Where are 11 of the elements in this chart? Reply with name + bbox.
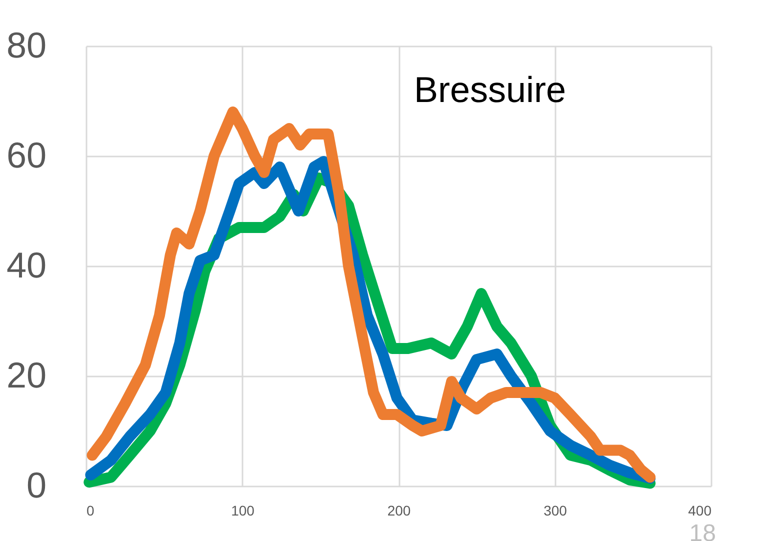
y-tick-label: 60 xyxy=(6,134,46,176)
y-tick-label: 20 xyxy=(6,354,46,396)
x-tick-label: 100 xyxy=(231,502,255,518)
x-tick-label: 300 xyxy=(544,502,568,518)
y-tick-label: 80 xyxy=(6,24,46,66)
x-tick-label: 0 xyxy=(86,502,94,518)
y-tick-label: 40 xyxy=(6,244,46,286)
text: 18 xyxy=(689,520,716,541)
text: Bressuire xyxy=(414,69,566,110)
x-tick-label: 400 xyxy=(688,502,712,518)
x-tick-label: 200 xyxy=(387,502,411,518)
